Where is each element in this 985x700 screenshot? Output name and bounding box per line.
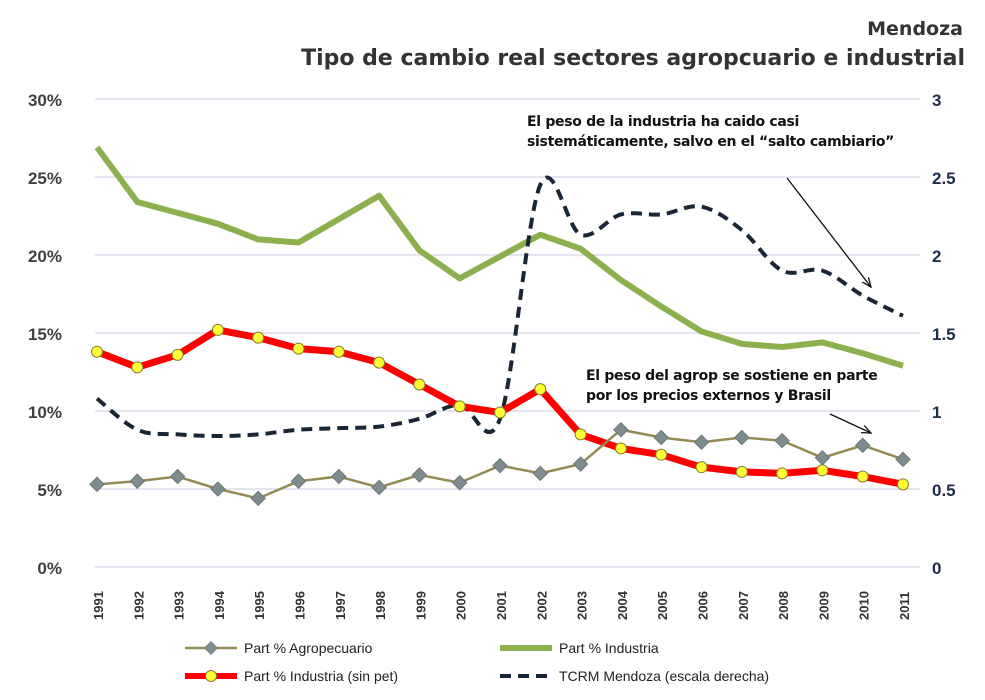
x-tick-label: 1994 (212, 590, 227, 620)
x-tick-label: 2000 (454, 591, 469, 620)
data-point-agropecuario (895, 451, 911, 468)
data-point-agropecuario (371, 479, 387, 496)
data-point-agropecuario (89, 476, 105, 493)
x-tick-label: 2002 (534, 591, 549, 620)
data-point-industria-sin-pet (91, 345, 103, 358)
data-point-industria-sin-pet (413, 378, 426, 391)
data-point-industria-sin-pet (574, 428, 587, 441)
data-point-agropecuario (572, 456, 589, 472)
data-point-agropecuario (290, 473, 307, 489)
y-right-tick-label: 2.5 (932, 169, 956, 188)
x-tick-label: 2006 (696, 591, 711, 620)
y-left-tick-label: 30% (28, 91, 62, 110)
annotation-line: El peso del agrop se sostiene en parte (586, 368, 878, 384)
data-point-agropecuario (250, 490, 266, 507)
x-tick-label: 2004 (615, 590, 630, 620)
legend-label: TCRM Mendoza (escala derecha) (559, 668, 769, 684)
data-point-industria-sin-pet (816, 464, 829, 477)
data-point-industria-sin-pet (776, 467, 789, 480)
data-point-agropecuario (411, 467, 428, 483)
data-point-industria-sin-pet (856, 470, 869, 483)
data-point-industria-sin-pet (211, 323, 224, 336)
arrow-head-icon (860, 425, 873, 434)
annotation-line: por los precios externos y Brasil (586, 388, 831, 404)
annotation-arrow (829, 413, 872, 434)
data-point-agropecuario (653, 429, 669, 446)
x-tick-label: 1995 (252, 591, 267, 620)
data-point-industria-sin-pet (494, 406, 506, 419)
data-point-industria-sin-pet (131, 361, 144, 374)
data-point-agropecuario (693, 434, 710, 450)
x-tick-label: 2001 (494, 591, 509, 620)
annotation-line: sistemáticamente, salvo en el “salto cam… (527, 134, 895, 150)
arrow-head-icon (861, 277, 873, 289)
y-right-tick-label: 0.5 (932, 481, 956, 500)
x-tick-label: 1993 (172, 591, 187, 620)
data-point-industria-sin-pet (735, 465, 748, 478)
legend-label: Part % Industria (559, 640, 659, 656)
data-point-agropecuario (169, 468, 186, 485)
data-point-industria-sin-pet (292, 342, 305, 355)
y-left-tick-label: 20% (28, 247, 62, 266)
data-point-agropecuario (129, 473, 146, 489)
y-right-tick-label: 3 (932, 91, 941, 110)
data-point-agropecuario (210, 481, 226, 497)
data-point-agropecuario (854, 437, 871, 454)
x-tick-label: 1996 (293, 591, 308, 620)
data-point-agropecuario (331, 468, 347, 485)
x-tick-label: 2003 (575, 591, 590, 620)
data-point-industria-sin-pet (655, 448, 668, 461)
y-right-tick-label: 2 (932, 247, 941, 266)
y-right-tick-label: 0 (932, 559, 941, 578)
data-point-industria-sin-pet (695, 461, 708, 474)
data-point-agropecuario (734, 429, 750, 446)
y-left-tick-label: 0% (37, 559, 62, 578)
chart-title: Mendoza (867, 18, 963, 40)
x-tick-label: 2005 (655, 591, 670, 620)
data-point-industria-sin-pet (171, 348, 184, 361)
legend-label: Part % Agropecuario (244, 640, 373, 656)
data-point-agropecuario (774, 432, 790, 449)
data-point-industria-sin-pet (252, 331, 265, 344)
y-left-tick-label: 5% (37, 481, 62, 500)
y-right-tick-label: 1 (932, 403, 941, 422)
y-right-tick-label: 1.5 (932, 325, 956, 344)
annotation-agrop: El peso del agrop se sostiene en parte p… (586, 366, 878, 406)
x-tick-label: 1999 (413, 591, 428, 620)
data-point-industria-sin-pet (897, 478, 909, 491)
x-tick-label: 2008 (776, 591, 791, 620)
annotation-arrow (786, 177, 872, 288)
y-left-tick-label: 25% (28, 169, 62, 188)
legend-marker (205, 670, 217, 682)
series-line-tcrm (95, 175, 904, 438)
data-point-industria-sin-pet (614, 442, 627, 455)
x-tick-label: 1997 (333, 591, 348, 620)
annotation-industria: El peso de la industria ha caido casi si… (527, 112, 894, 152)
x-tick-label: 2007 (736, 591, 751, 620)
data-point-industria-sin-pet (373, 356, 386, 369)
legend-label: Part % Industria (sin pet) (244, 668, 398, 684)
y-left-tick-label: 15% (28, 325, 62, 344)
legend-marker (203, 640, 219, 656)
data-point-agropecuario (451, 474, 468, 491)
data-point-agropecuario (613, 421, 629, 438)
x-tick-label: 2010 (857, 591, 872, 620)
x-tick-label: 1998 (373, 591, 388, 620)
data-point-industria-sin-pet (534, 383, 547, 396)
x-tick-label: 2011 (897, 592, 912, 620)
data-point-agropecuario (492, 457, 508, 474)
y-left-tick-label: 10% (28, 403, 62, 422)
chart-subtitle: Tipo de cambio real sectores agropcuario… (301, 46, 965, 71)
x-tick-label: 1991 (91, 591, 106, 620)
data-point-agropecuario (532, 465, 549, 482)
data-point-industria-sin-pet (332, 345, 345, 358)
series-line (94, 145, 904, 369)
x-tick-label: 2009 (816, 591, 831, 620)
data-point-agropecuario (814, 450, 831, 466)
data-point-industria-sin-pet (453, 400, 466, 413)
annotation-line: El peso de la industria ha caido casi (527, 114, 800, 130)
x-tick-label: 1992 (131, 591, 146, 620)
